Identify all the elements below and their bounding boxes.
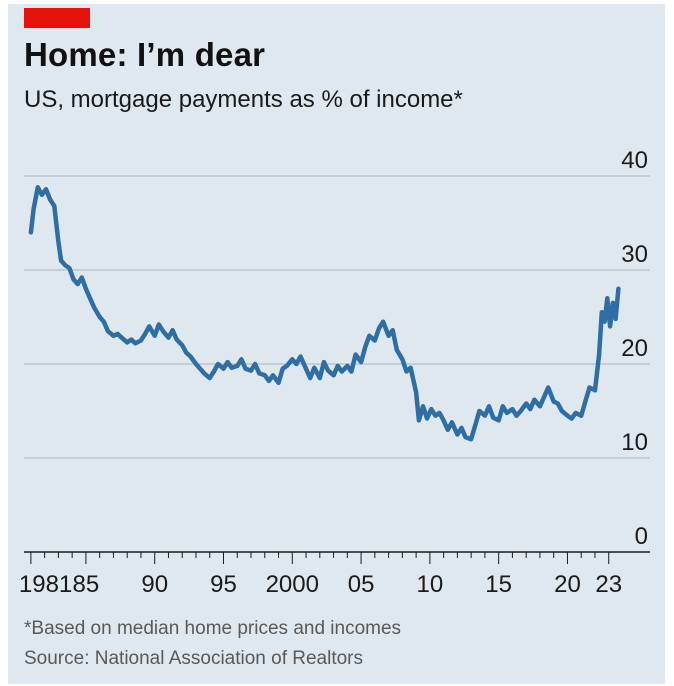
x-tick-label: 20 xyxy=(554,571,581,598)
x-tick-label: 90 xyxy=(141,571,168,598)
y-tick-label: 10 xyxy=(621,429,648,456)
x-tick-label: 05 xyxy=(348,571,375,598)
y-tick-label: 20 xyxy=(621,335,648,362)
x-tick-label: 2000 xyxy=(266,571,319,598)
y-tick-label: 0 xyxy=(635,523,648,550)
y-tick-label: 30 xyxy=(621,241,648,268)
gridlines xyxy=(24,175,650,459)
chart-subtitle: US, mortgage payments as % of income* xyxy=(24,86,463,113)
x-tick-label: 85 xyxy=(73,571,100,598)
y-tick-label: 40 xyxy=(621,147,648,174)
series-line-0 xyxy=(28,185,621,442)
x-tick-label: 10 xyxy=(417,571,444,598)
x-tick-label: 95 xyxy=(210,571,237,598)
x-tick-label: 23 xyxy=(595,571,622,598)
x-tick-label: 15 xyxy=(485,571,512,598)
chart-card xyxy=(8,4,665,684)
source-note: Source: National Association of Realtors xyxy=(24,648,364,669)
x-axis: 1981 85 90 95 2000 05 10 15 20 23 xyxy=(19,551,650,598)
footnote: *Based on median home prices and incomes xyxy=(24,618,402,639)
chart-title: Home: I’m dear xyxy=(24,36,266,73)
x-tick-label: 1981 xyxy=(19,571,72,598)
brand-tag xyxy=(24,8,90,28)
y-axis-ticks: 0 10 20 30 40 xyxy=(621,147,648,550)
series-layer xyxy=(28,185,621,442)
